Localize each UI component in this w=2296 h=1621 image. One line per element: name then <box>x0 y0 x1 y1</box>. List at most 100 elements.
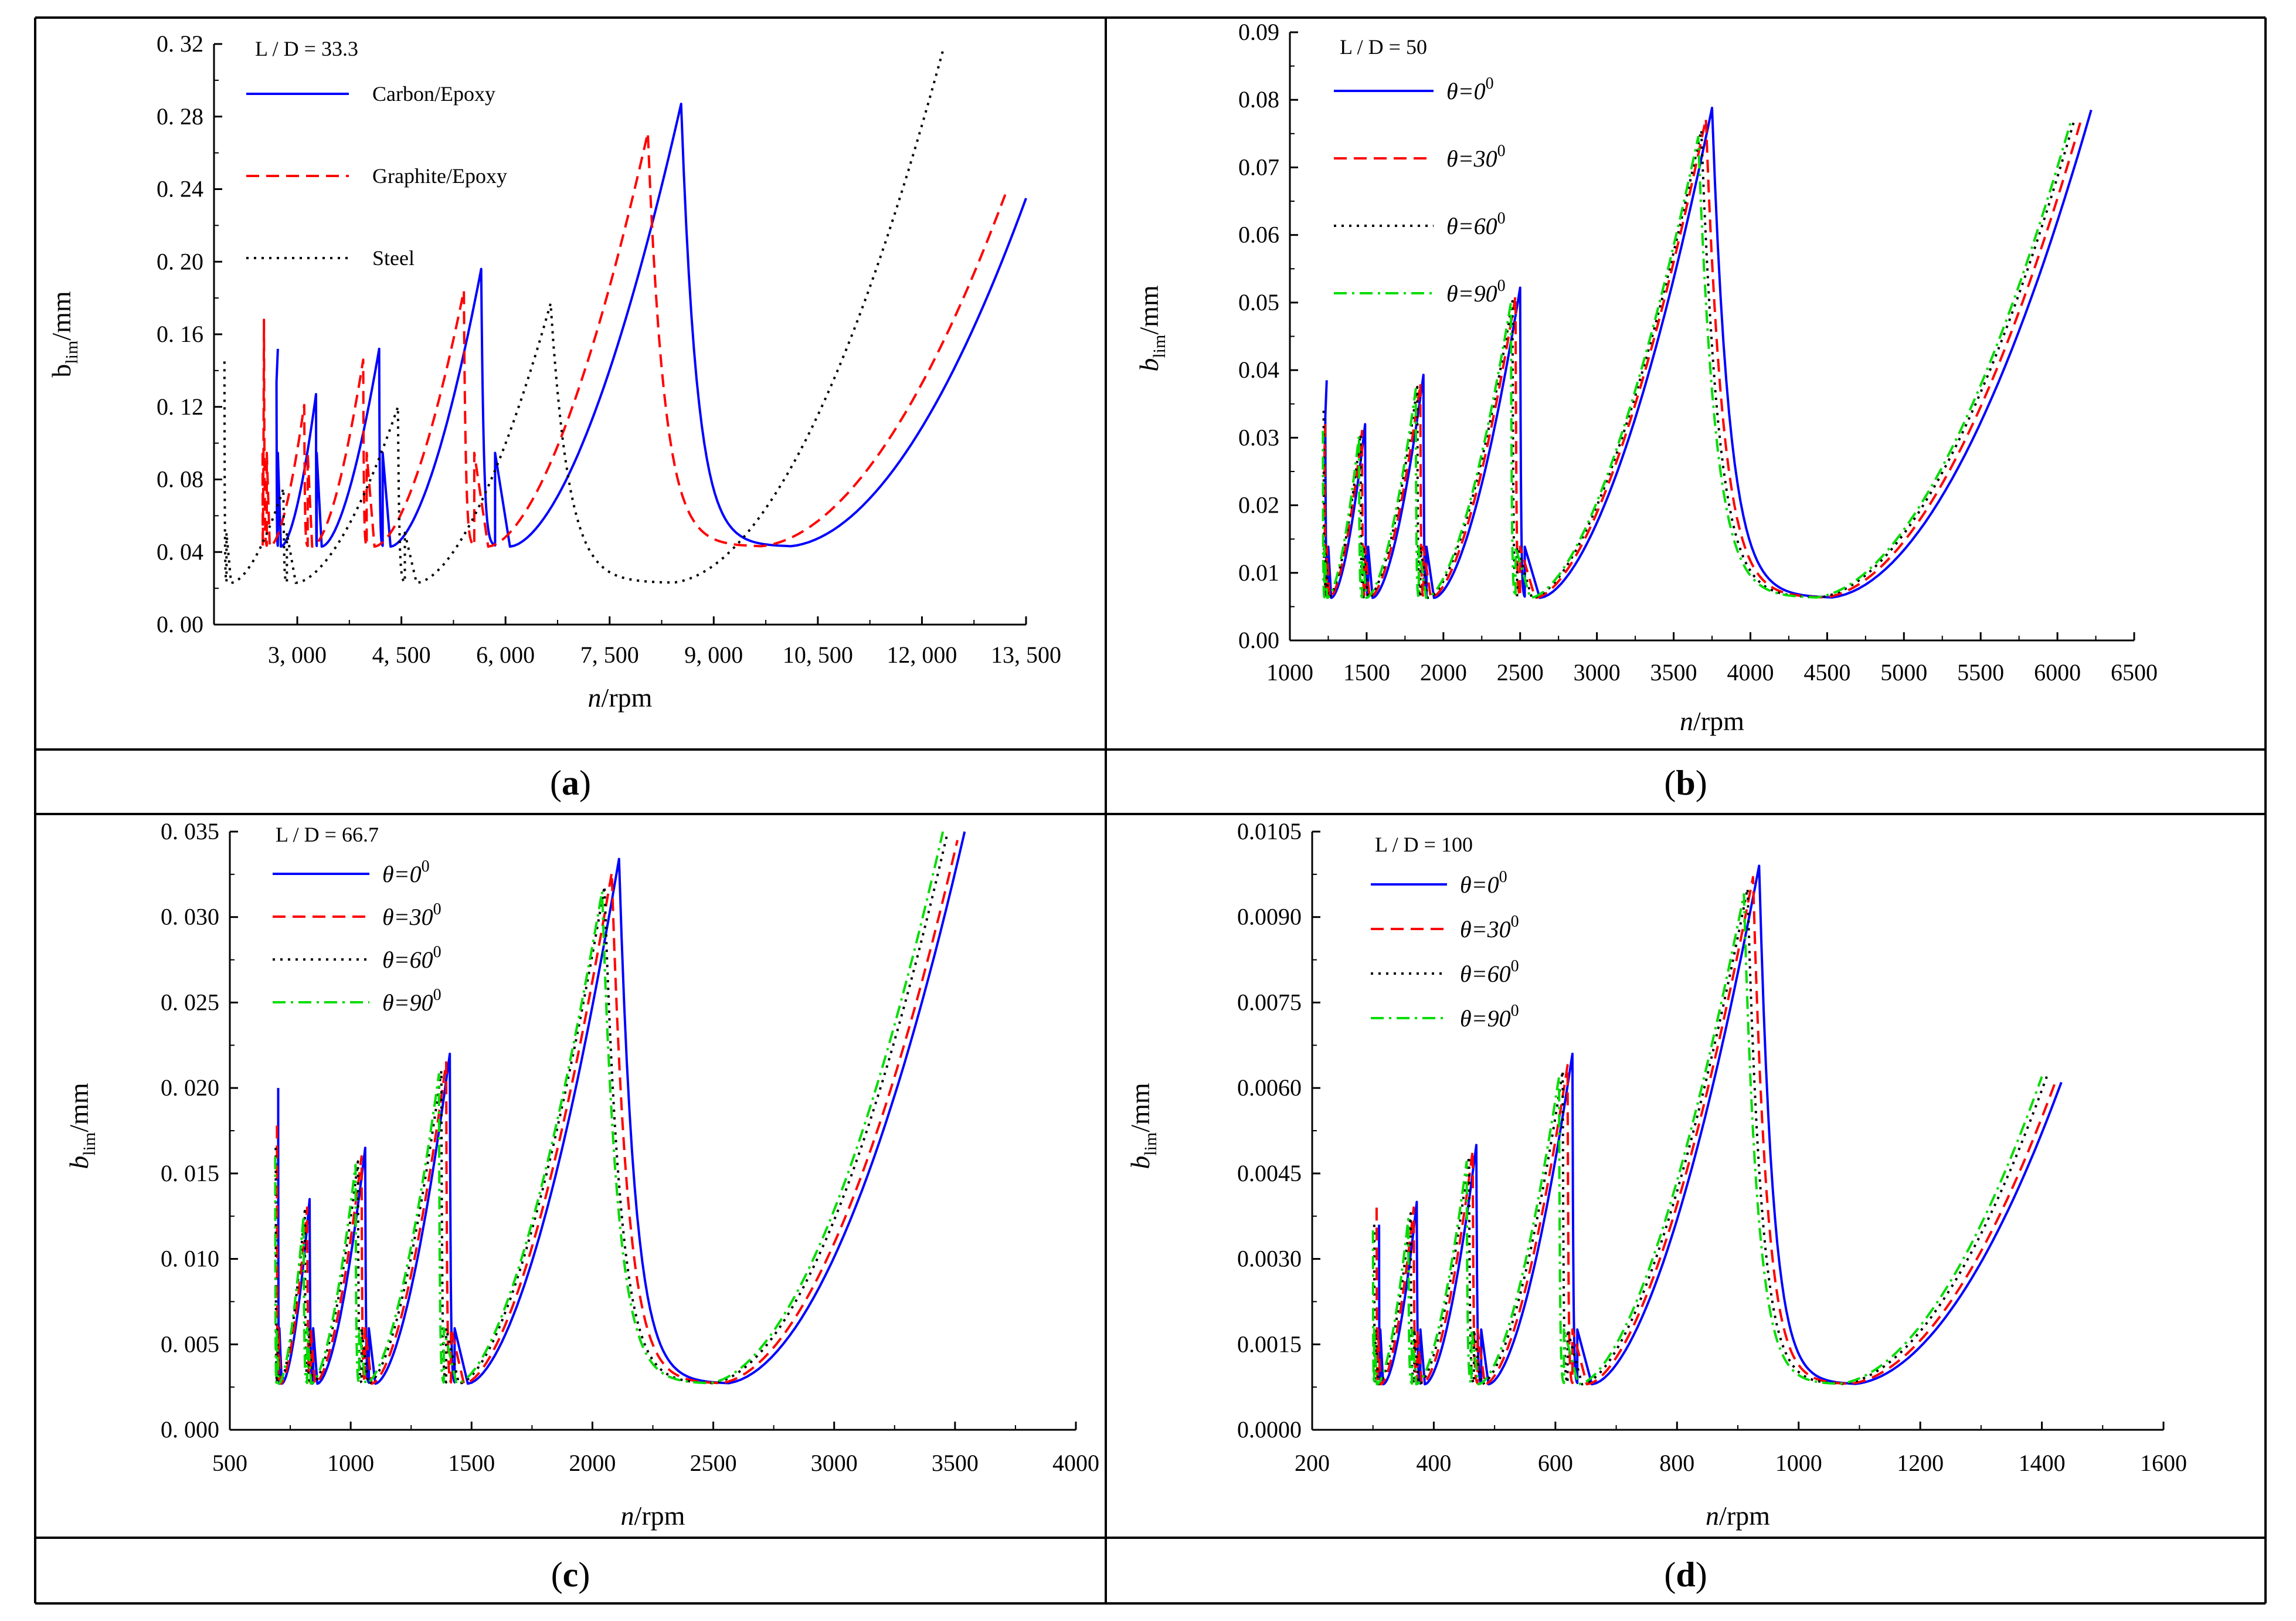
x-tick-label: 10, 500 <box>783 642 853 668</box>
series-line-3 <box>274 831 949 1385</box>
x-tick-label: 2000 <box>1420 659 1467 686</box>
series-line-3 <box>223 50 944 584</box>
x-tick-label: 3, 000 <box>268 642 327 668</box>
x-tick-label: 12, 000 <box>887 642 957 668</box>
x-tick-label: 5000 <box>1880 659 1927 686</box>
y-tick-label: 0. 12 <box>157 394 203 420</box>
y-tick-label: 0. 010 <box>161 1246 219 1272</box>
y-tick-label: 0. 24 <box>157 176 203 202</box>
y-tick-label: 0.0015 <box>1237 1331 1302 1357</box>
legend: θ=00 θ=300 θ=600 θ=900 <box>1334 74 1506 307</box>
panel-caption: (b) <box>1664 764 1707 802</box>
y-tick-label: 0.04 <box>1238 357 1279 383</box>
plot-area <box>1322 107 2093 599</box>
plot-area <box>274 831 966 1385</box>
y-tick-label: 0.0105 <box>1237 818 1302 845</box>
series-line-4 <box>274 831 945 1385</box>
panel-b: 0.00 0.01 0.02 0.03 0.04 0.05 0.06 0.07 0.08 0.09… <box>1134 19 2158 802</box>
legend-label: θ=300 <box>1446 142 1506 172</box>
series-line-3 <box>1373 887 2048 1386</box>
series-line-1 <box>277 831 966 1385</box>
y-tick-label: 0.02 <box>1238 492 1279 518</box>
ld-annotation: L / D = 33.3 <box>255 37 358 60</box>
legend-label: θ=00 <box>1460 868 1507 898</box>
y-tick-label: 0. 035 <box>161 818 219 845</box>
y-tick-label: 0.00 <box>1238 627 1279 653</box>
y-tick-label: 0.0075 <box>1237 989 1302 1015</box>
x-tick-label: 4500 <box>1803 659 1850 686</box>
x-tick-label: 3000 <box>1574 659 1621 686</box>
y-tick-label: 0. 00 <box>157 611 203 637</box>
y-tick-label: 0.0060 <box>1237 1074 1302 1101</box>
x-tick-label: 6, 000 <box>476 642 535 668</box>
y-tick-label: 0. 16 <box>157 321 203 347</box>
legend-label: θ=600 <box>1446 209 1506 239</box>
y-tick-label: 0.09 <box>1238 19 1279 45</box>
x-tick-label: 3000 <box>811 1450 858 1476</box>
y-tick-label: 0.0090 <box>1237 904 1302 930</box>
y-tick-label: 0. 28 <box>157 103 203 130</box>
x-tick-label: 3500 <box>932 1450 979 1476</box>
y-tick-label: 0.0030 <box>1237 1246 1302 1272</box>
x-axis-title: n/rpm <box>1680 706 1744 736</box>
series-line-2 <box>1375 876 2057 1386</box>
legend-label: θ=300 <box>382 900 441 930</box>
legend-label: θ=600 <box>382 943 441 973</box>
y-tick-label: 0.05 <box>1238 289 1279 316</box>
x-tick-label: 1500 <box>448 1450 495 1476</box>
y-tick-label: 0. 015 <box>161 1160 219 1186</box>
y-tick-label: 0. 030 <box>161 904 219 930</box>
x-tick-label: 400 <box>1416 1450 1451 1476</box>
legend-label: θ=900 <box>382 986 441 1016</box>
legend-label: θ=900 <box>1446 277 1506 307</box>
x-tick-label: 3500 <box>1650 659 1697 686</box>
y-tick-label: 0.0045 <box>1237 1160 1302 1186</box>
legend-label: θ=00 <box>1446 74 1494 104</box>
x-tick-label: 1200 <box>1897 1450 1944 1476</box>
x-tick-label: 500 <box>212 1450 247 1476</box>
series-line-1 <box>275 103 1027 548</box>
chart-panels: 0. 00 0. 04 0. 08 0. 12 0. 16 0. 20 0. 24 0. 28… <box>46 19 2187 1594</box>
figure-frame <box>34 16 2267 1605</box>
legend-label: θ=00 <box>382 857 430 887</box>
x-tick-label: 13, 500 <box>991 642 1061 668</box>
y-tick-label: 0. 025 <box>161 989 219 1015</box>
panel-c: 0. 000 0. 005 0. 010 0. 015 0. 020 0. 025 0. 0… <box>64 818 1099 1594</box>
series-line-2 <box>276 840 959 1385</box>
x-tick-label: 1000 <box>327 1450 374 1476</box>
y-tick-label: 0. 20 <box>157 248 203 274</box>
panel-caption: (d) <box>1664 1555 1707 1594</box>
panel-caption: (a) <box>550 764 591 802</box>
legend-label: Steel <box>372 246 415 270</box>
y-axis-title: blim/mm <box>1125 1083 1160 1169</box>
x-tick-label: 7, 500 <box>580 642 639 668</box>
y-tick-label: 0.07 <box>1238 154 1279 180</box>
x-tick-label: 1600 <box>2140 1450 2187 1476</box>
ld-annotation: L / D = 50 <box>1340 35 1427 59</box>
legend-label: Carbon/Epoxy <box>372 82 495 106</box>
legend-label: θ=600 <box>1460 957 1519 987</box>
y-tick-label: 0. 08 <box>157 466 203 493</box>
y-tick-label: 0.08 <box>1238 86 1279 113</box>
x-tick-label: 6500 <box>2111 659 2158 686</box>
x-tick-label: 1400 <box>2019 1450 2066 1476</box>
y-tick-label: 0. 020 <box>161 1074 219 1101</box>
plot-area <box>1371 864 2063 1386</box>
y-tick-label: 0.03 <box>1238 424 1279 450</box>
x-tick-label: 5500 <box>1957 659 2004 686</box>
x-tick-label: 2500 <box>1497 659 1544 686</box>
x-tick-label: 4, 500 <box>372 642 431 668</box>
x-tick-label: 2500 <box>690 1450 737 1476</box>
x-tick-label: 6000 <box>2034 659 2081 686</box>
legend-label: Graphite/Epoxy <box>372 164 507 188</box>
y-tick-label: 0. 005 <box>161 1331 219 1357</box>
panel-d: 0.0000 0.0015 0.0030 0.0045 0.0060 0.0075 0.00… <box>1125 818 2187 1594</box>
legend-label: θ=300 <box>1460 913 1519 942</box>
y-tick-label: 0.06 <box>1238 222 1279 248</box>
series-line-1 <box>1324 107 2093 599</box>
x-axis-title: n/rpm <box>1706 1501 1770 1531</box>
x-tick-label: 2000 <box>569 1450 616 1476</box>
y-tick-label: 0. 000 <box>161 1416 219 1443</box>
y-tick-label: 0. 04 <box>157 538 203 565</box>
